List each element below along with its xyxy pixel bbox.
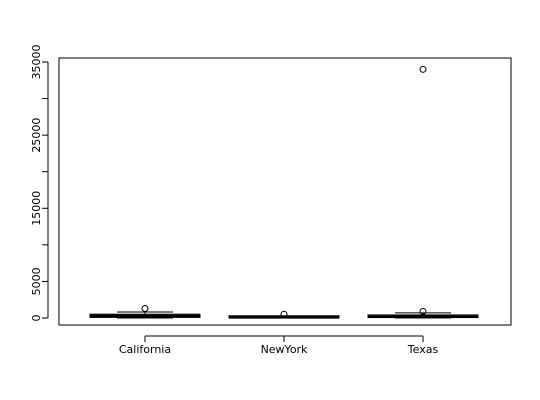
y-tick-label: 35000 <box>30 45 43 80</box>
y-tick-label: 0 <box>30 315 43 322</box>
outlier-point <box>419 65 427 73</box>
box-california <box>89 304 201 319</box>
plot-frame <box>58 57 512 326</box>
x-axis: California NewYork Texas <box>119 335 439 356</box>
y-tick-label: 5000 <box>30 267 43 295</box>
outlier-point <box>280 310 288 318</box>
x-tick-label: NewYork <box>261 343 309 356</box>
y-axis: 0 5000 15000 25000 35000 <box>30 45 48 322</box>
boxes-group <box>89 65 479 319</box>
y-tick-label: 15000 <box>30 191 43 226</box>
x-tick-label: Texas <box>407 343 439 356</box>
y-tick-label: 25000 <box>30 118 43 153</box>
box-texas <box>367 65 479 319</box>
outlier-point <box>419 307 427 315</box>
x-tick-label: California <box>119 343 171 356</box>
outlier-point <box>141 304 149 312</box>
box-newyork <box>228 310 340 319</box>
